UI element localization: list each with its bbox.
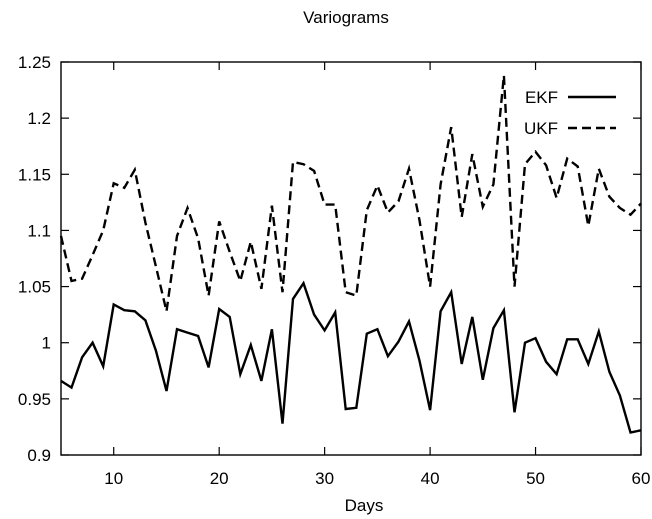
y-tick-label: 1 — [42, 334, 51, 353]
x-tick-label: 10 — [104, 469, 123, 488]
plot-frame — [60, 61, 642, 456]
y-axis: 0.9 0.95 1 1.05 1.1 1.15 1.2 1.25 — [18, 53, 641, 465]
x-tick-label: 60 — [632, 469, 651, 488]
y-tick-label: 1.2 — [27, 109, 51, 128]
y-tick-label: 1.05 — [18, 278, 51, 297]
y-tick-label: 1.1 — [27, 221, 51, 240]
legend-label-ekf: EKF — [525, 88, 558, 107]
x-axis: 10 20 30 40 50 60 — [104, 62, 650, 488]
series-line-ekf — [60, 280, 642, 434]
chart-title: Variograms — [303, 8, 389, 27]
y-tick-label: 0.95 — [18, 390, 51, 409]
x-tick-label: 40 — [421, 469, 440, 488]
plot-area — [59, 75, 642, 434]
x-tick-label: 20 — [210, 469, 229, 488]
x-tick-label: 50 — [526, 469, 545, 488]
legend: EKF UKF — [524, 88, 616, 138]
x-tick-label: 30 — [315, 469, 334, 488]
series-line-ukf — [59, 75, 642, 312]
legend-label-ukf: UKF — [524, 119, 558, 138]
x-axis-label: Days — [345, 496, 384, 515]
y-tick-label: 1.15 — [18, 165, 51, 184]
y-tick-label: 1.25 — [18, 53, 51, 72]
y-tick-label: 0.9 — [27, 446, 51, 465]
